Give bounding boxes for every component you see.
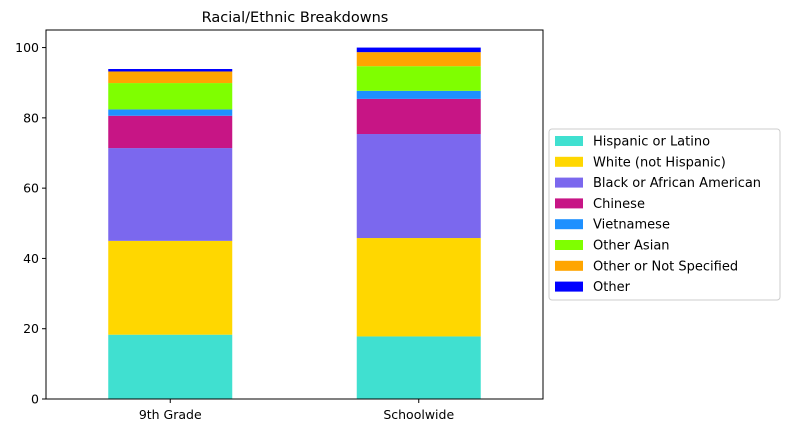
legend-swatch-2: [555, 177, 583, 188]
legend-label-5: Other Asian: [593, 239, 670, 254]
bar-segment-1-1: [356, 238, 481, 337]
x-axis: 9th Grade Schoolwide: [139, 399, 454, 422]
legend: Hispanic or Latino White (not Hispanic) Bl…: [548, 128, 781, 301]
bar-segment-0-2: [108, 148, 233, 241]
y-tick-label-0: 0: [31, 392, 39, 407]
bar-segment-0-0: [108, 334, 233, 399]
legend-label-4: Vietnamese: [593, 218, 670, 233]
y-axis: 0 20 40 60 80 100: [15, 40, 46, 407]
bar-segment-0-1: [108, 240, 233, 335]
bar-segment-1-0: [356, 336, 481, 399]
bar-segment-1-2: [356, 134, 481, 239]
x-tick-label-1: Schoolwide: [383, 407, 454, 422]
bar-segment-0-7: [108, 69, 233, 72]
y-tick-label-5: 100: [15, 40, 39, 55]
bar-segment-0-3: [108, 115, 233, 149]
bar-segment-0-6: [108, 71, 233, 84]
legend-box: [548, 128, 781, 301]
legend-swatch-7: [555, 281, 583, 292]
bar-segment-1-6: [356, 52, 481, 67]
bar-segment-0-5: [108, 83, 233, 110]
y-tick-label-4: 80: [23, 110, 39, 125]
y-tick-label-3: 60: [23, 181, 39, 196]
y-tick-label-1: 20: [23, 321, 39, 336]
bar-segment-1-7: [356, 47, 481, 53]
bar-segment-1-5: [356, 66, 481, 91]
y-tick-label-2: 40: [23, 251, 39, 266]
legend-swatch-3: [555, 198, 583, 209]
bar-segment-0-4: [108, 109, 233, 116]
bar-segment-1-3: [356, 98, 481, 135]
bar-segment-1-4: [356, 90, 481, 99]
legend-swatch-6: [555, 260, 583, 271]
legend-swatch-4: [555, 219, 583, 230]
legend-label-1: White (not Hispanic): [593, 155, 726, 170]
plot-frame: [45, 29, 544, 400]
legend-swatch-5: [555, 240, 583, 250]
x-tick-label-0: 9th Grade: [139, 407, 202, 422]
legend-swatch-0: [555, 136, 583, 146]
legend-label-0: Hispanic or Latino: [593, 135, 710, 150]
legend-swatch-1: [555, 156, 583, 167]
legend-label-2: Black or African American: [593, 176, 761, 191]
bars-layer: [108, 47, 481, 399]
chart-title: Racial/Ethnic Breakdowns: [202, 10, 389, 26]
legend-label-7: Other: [593, 280, 631, 295]
legend-label-6: Other or Not Specified: [593, 259, 738, 274]
legend-label-3: Chinese: [593, 197, 645, 212]
